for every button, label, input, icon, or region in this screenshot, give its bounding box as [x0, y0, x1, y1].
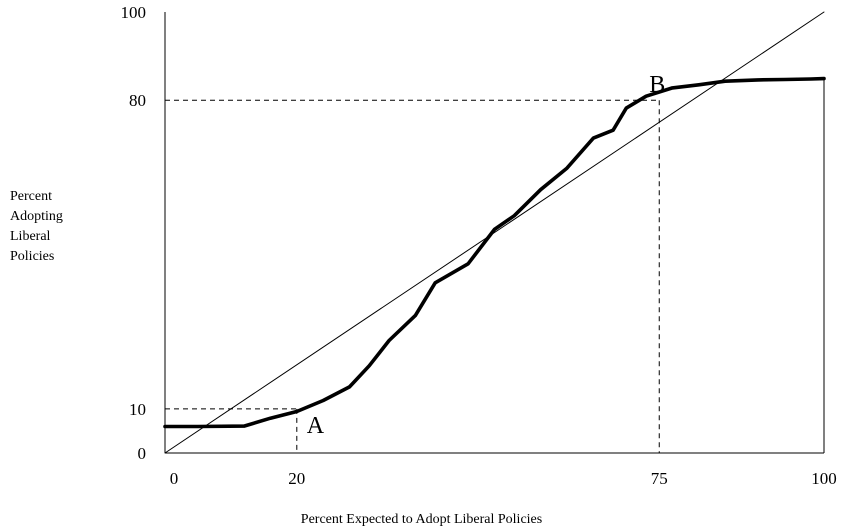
- x-axis-title: Percent Expected to Adopt Liberal Polici…: [300, 512, 543, 527]
- reference-lines: [165, 99, 660, 453]
- y-tick-label-100: 100: [121, 3, 147, 22]
- x-tick-label-100: 100: [811, 469, 837, 488]
- y-axis-title-line-4: Policies: [10, 249, 55, 264]
- x-tick-label-0: 0: [170, 469, 179, 488]
- x-tick-label-20: 20: [288, 469, 305, 488]
- y-axis-title-line-3: Liberal: [10, 229, 51, 244]
- tick-labels: 0 20 75 100 0 10 80 100: [121, 3, 837, 488]
- y-axis-title-line-1: Percent: [10, 189, 52, 204]
- y-axis-title-line-2: Adopting: [10, 209, 63, 224]
- point-label-A: A: [307, 413, 325, 439]
- point-labels: AB: [307, 72, 665, 439]
- y-axis-title: Percent Adopting Liberal Policies: [10, 187, 120, 267]
- x-tick-label-75: 75: [651, 469, 668, 488]
- diagonal-line: [164, 11, 825, 454]
- y-tick-label-0: 0: [138, 444, 147, 463]
- series-lines: [163, 11, 826, 454]
- y-tick-label-10: 10: [129, 400, 146, 419]
- point-label-B: B: [649, 72, 665, 98]
- y-tick-label-80: 80: [129, 91, 146, 110]
- curve-line: [163, 76, 826, 429]
